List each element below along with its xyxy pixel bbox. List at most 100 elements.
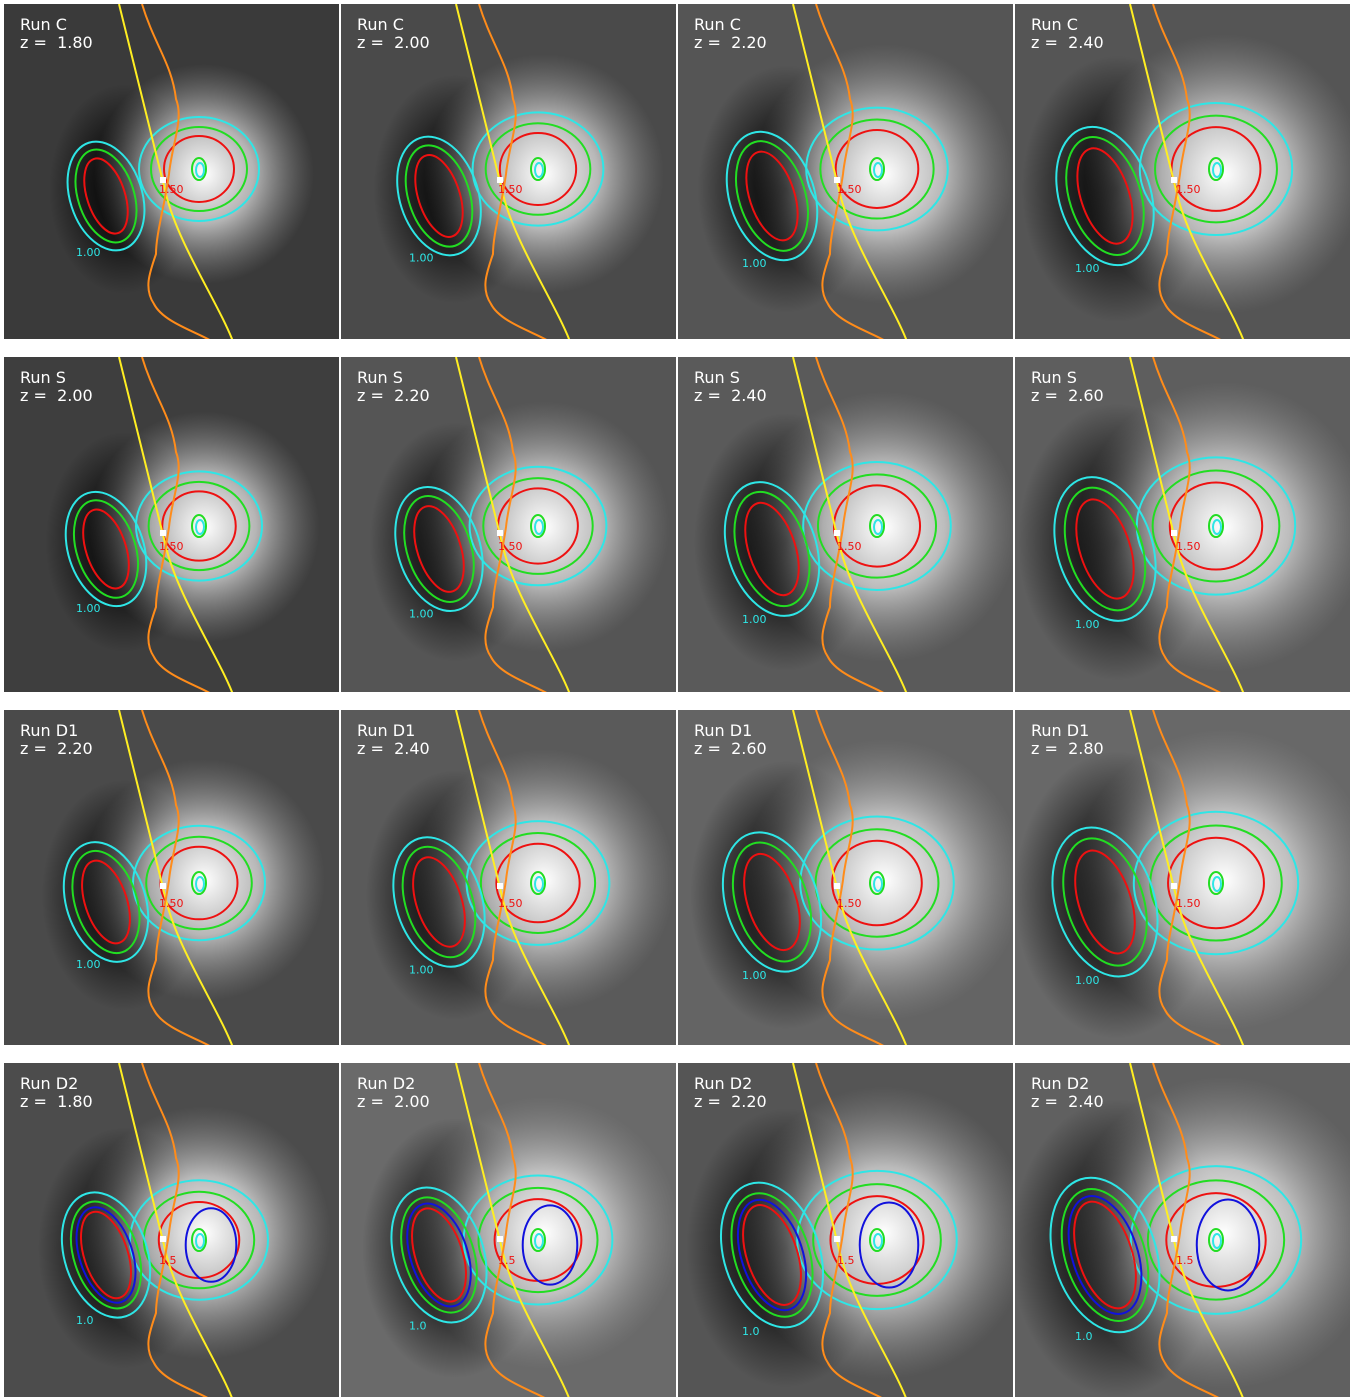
contour [816,473,938,579]
contour-group [392,836,486,968]
run-label: Run D2 [1031,1074,1089,1093]
contour-group [1051,826,1159,978]
positive-polarity [1073,729,1350,1031]
orange-line [1152,710,1222,1045]
contour [484,122,592,216]
run-label: Run D1 [694,721,752,740]
contour [75,1206,137,1304]
contour [184,1207,238,1283]
orange-line [1152,1063,1220,1397]
contour [412,856,466,948]
contour [1208,871,1224,895]
contour [400,1196,478,1314]
contour [1132,810,1300,956]
contour [530,157,546,181]
run-label: Run D1 [357,721,415,740]
marker [160,530,166,536]
contour [834,129,920,209]
contour [1051,826,1159,978]
contour [81,859,131,945]
contour [831,839,923,927]
contour-group [719,1181,825,1329]
contour-group [60,1191,152,1319]
contour [1212,162,1222,178]
contour [83,157,129,235]
contour [66,140,146,252]
panel: Run D2z = 2.40 1.0 1.5 [1015,1063,1350,1397]
run-label: Run S [694,368,740,387]
contour [1053,476,1157,622]
contour-group [394,485,484,613]
z-label: z = 2.20 [20,739,93,758]
contour [534,519,544,535]
z-label: z = 2.80 [1031,739,1104,758]
z-label: z = 2.40 [694,386,767,405]
contour [799,815,955,951]
z-label: z = 1.80 [20,1092,93,1111]
contour [1168,481,1264,571]
contour-group [723,481,821,617]
contour [869,1228,885,1252]
orange-line [815,1063,883,1397]
contour-label: 1.50 [159,540,184,553]
orange-line [141,710,211,1045]
contour [147,480,251,572]
contour [72,499,140,599]
contour-label: 1.00 [742,257,767,270]
positive-polarity [743,739,1013,1021]
panel: Run D2z = 2.00 1.0 1.5 [341,1063,676,1397]
contour [195,876,205,892]
contour [406,1202,472,1308]
contour [719,1181,825,1329]
contour [60,1191,152,1319]
contour-label: 1.5 [837,1254,855,1267]
contour-label: 1.5 [159,1254,177,1267]
contour-label: 1.00 [1075,618,1100,631]
z-label: z = 2.20 [694,33,767,52]
z-label: z = 2.60 [694,739,767,758]
run-label: Run C [357,15,404,34]
contour-label: 1.0 [409,1319,427,1332]
contour-label: 1.50 [498,897,523,910]
contour-label: 1.00 [742,969,767,982]
contour [401,845,477,959]
contour [1055,125,1155,267]
marker [1171,177,1177,183]
orange-line [478,710,548,1045]
contour [1063,486,1147,612]
contour [1212,876,1222,892]
contour [745,150,799,242]
contour-label: 1.00 [742,613,767,626]
orange-line [1152,357,1222,692]
marker [497,177,503,183]
contour [1154,114,1278,224]
contour [191,871,207,895]
contour-group [390,1186,488,1324]
contour [411,1207,467,1303]
panel: Run Cz = 2.40 1.00 1.50 [1015,4,1350,339]
contour-group [1055,125,1155,267]
contour [1062,837,1148,967]
marker [834,530,840,536]
contour [796,1169,958,1311]
contour [414,154,464,238]
positive-polarity [1078,381,1350,673]
contour [1146,1179,1286,1301]
run-label: Run D2 [357,1074,415,1093]
contour [191,157,207,181]
contour [129,1179,269,1301]
marker [497,530,503,536]
z-label: z = 2.60 [1031,386,1104,405]
marker [834,883,840,889]
marker [1171,1236,1177,1242]
panel: Run D1z = 2.40 1.00 1.50 [341,710,676,1045]
contour [413,505,465,593]
contour [195,519,205,535]
contour [161,490,237,562]
contour [150,126,248,212]
contour [873,519,883,535]
run-label: Run D1 [1031,721,1089,740]
contour [534,1233,544,1249]
orange-line [478,4,548,339]
contour-label: 1.50 [1176,540,1201,553]
